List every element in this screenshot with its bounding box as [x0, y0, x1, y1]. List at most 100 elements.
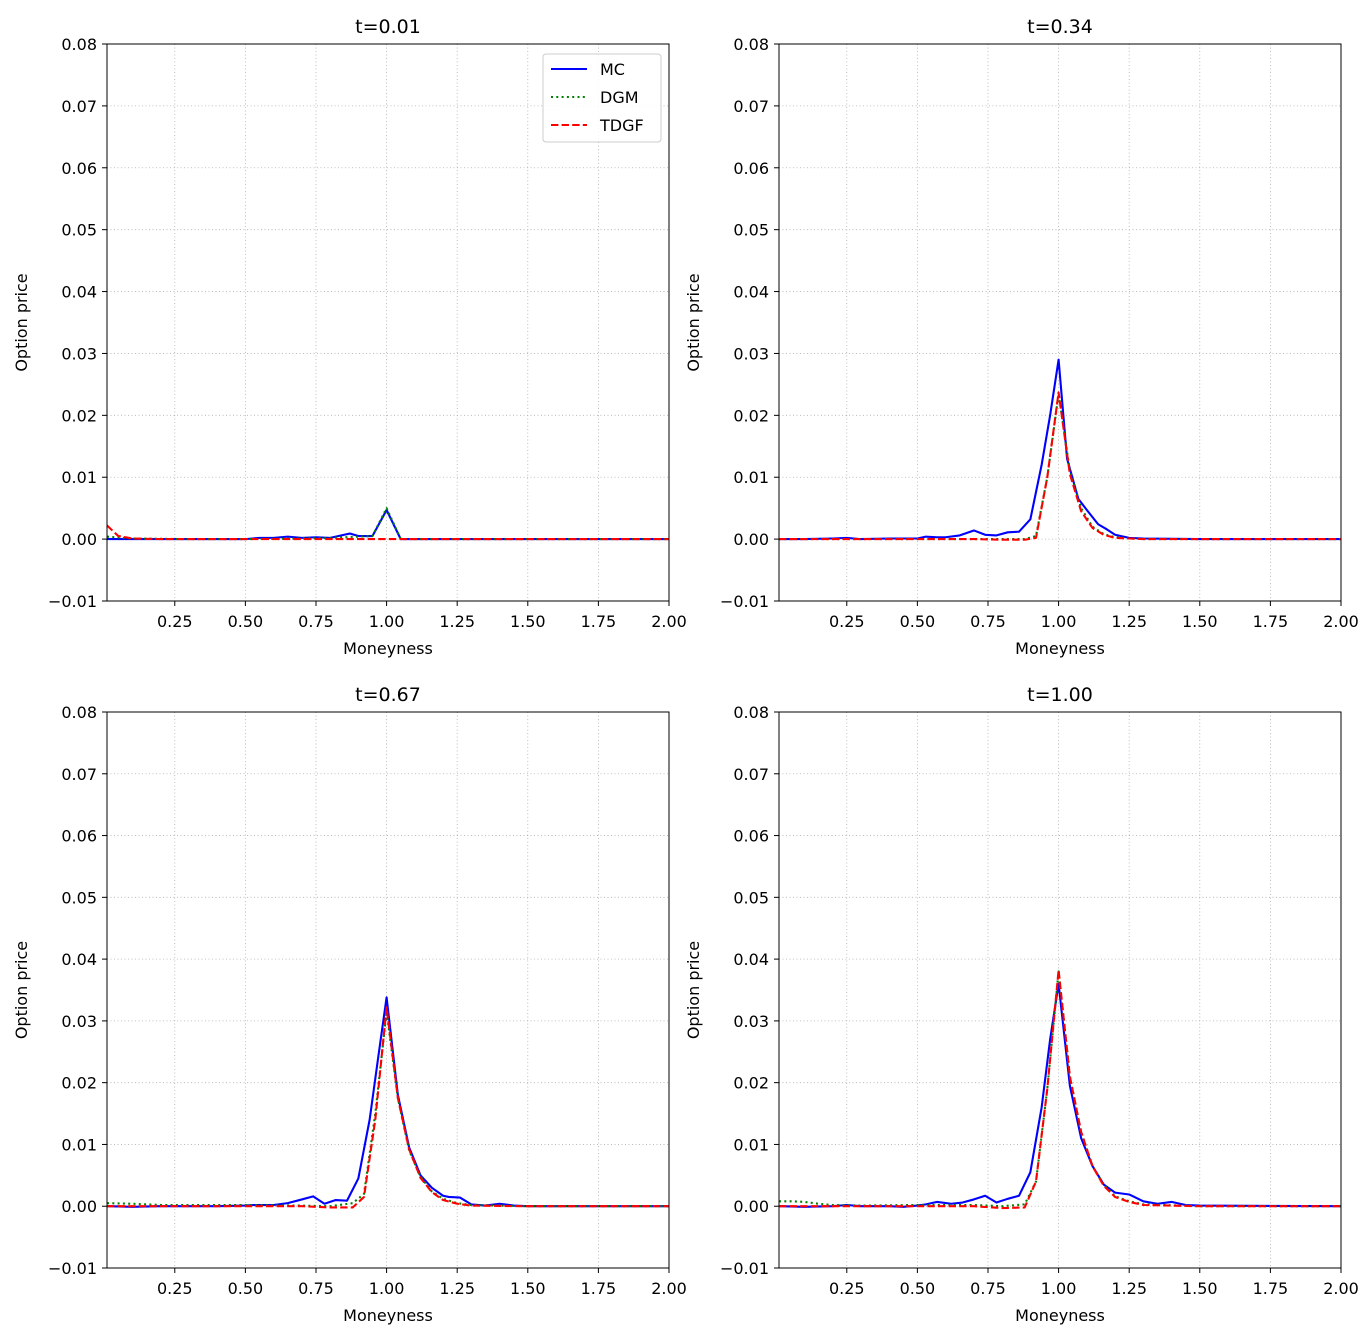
x-axis-label: Moneyness: [1015, 1306, 1105, 1325]
x-tick-label: 1.75: [1253, 1279, 1289, 1298]
y-tick-label: 0.01: [61, 1135, 97, 1154]
chart-panel-4: 0.25 0.50 0.75 1.00 1.25 1.50 1.75 2.00 −0.01 0.0…: [684, 684, 1359, 1325]
series-line-tdgf: [779, 969, 1341, 1210]
y-tick-label: 0.01: [733, 1135, 769, 1154]
x-tick-label: 1.00: [1041, 1279, 1077, 1298]
y-tick-label: 0.03: [733, 344, 769, 363]
x-tick-label: 2.00: [651, 1279, 687, 1298]
x-tick-label: 0.50: [228, 1279, 264, 1298]
y-tick-label: 0.08: [61, 703, 97, 722]
legend-label-dgm: DGM: [600, 88, 639, 107]
x-axis-label: Moneyness: [343, 1306, 433, 1325]
series-line-mc: [779, 358, 1341, 541]
y-tick-label: 0.00: [733, 1197, 769, 1216]
y-axis-label: Option price: [684, 941, 703, 1039]
x-tick-label: 2.00: [1323, 612, 1359, 631]
x-tick-label: 1.75: [581, 1279, 617, 1298]
y-tick-label: 0.01: [733, 468, 769, 487]
y-tick-label: 0.06: [61, 827, 97, 846]
series-line-tdgf: [779, 391, 1341, 541]
x-tick-label: 0.75: [970, 612, 1006, 631]
y-tick-label: 0.02: [61, 406, 97, 425]
x-tick-label: 1.50: [510, 612, 546, 631]
x-tick-label: 0.75: [298, 612, 334, 631]
y-tick-label: 0.08: [61, 35, 97, 54]
y-tick-label: 0.04: [61, 950, 97, 969]
plot-frame: [778, 43, 1342, 602]
x-tick-label: 1.50: [510, 1279, 546, 1298]
x-axis-label: Moneyness: [1015, 639, 1105, 658]
x-tick-label: 0.25: [829, 1279, 865, 1298]
x-tick-label: 1.75: [581, 612, 617, 631]
y-tick-label: 0.08: [733, 703, 769, 722]
x-tick-label: 0.50: [900, 612, 936, 631]
y-tick-label: 0.06: [61, 159, 97, 178]
x-tick-label: 0.75: [298, 1279, 334, 1298]
chart-title: t=1.00: [1027, 684, 1093, 706]
y-tick-label: −0.01: [720, 592, 769, 611]
series-line-tdgf: [107, 1006, 669, 1209]
y-tick-label: 0.08: [733, 35, 769, 54]
y-tick-label: 0.03: [61, 344, 97, 363]
x-tick-label: 1.75: [1253, 612, 1289, 631]
x-tick-label: 1.50: [1182, 612, 1218, 631]
y-tick-label: 0.03: [733, 1012, 769, 1031]
y-tick-label: 0.01: [61, 468, 97, 487]
y-tick-label: −0.01: [720, 1259, 769, 1278]
y-tick-label: 0.04: [733, 950, 769, 969]
legend-label-tdgf: TDGF: [599, 116, 644, 135]
y-tick-label: 0.05: [61, 888, 97, 907]
y-tick-label: 0.06: [733, 159, 769, 178]
y-tick-label: 0.02: [733, 1074, 769, 1093]
x-tick-label: 1.00: [369, 612, 405, 631]
legend-box: [542, 53, 662, 143]
plot-frame: [106, 43, 670, 602]
x-tick-label: 1.25: [1111, 612, 1147, 631]
y-axis-label: Option price: [12, 273, 31, 371]
y-tick-label: 0.02: [733, 406, 769, 425]
chart-title: t=0.34: [1027, 16, 1093, 38]
x-tick-label: 0.50: [900, 1279, 936, 1298]
y-tick-label: 0.07: [733, 765, 769, 784]
y-tick-label: −0.01: [48, 592, 97, 611]
y-axis-label: Option price: [684, 273, 703, 371]
y-tick-label: 0.07: [61, 765, 97, 784]
legend-label-mc: MC: [600, 60, 625, 79]
chart-panel-2: 0.25 0.50 0.75 1.00 1.25 1.50 1.75 2.00 −0.01 0.0…: [684, 16, 1359, 658]
x-axis-label: Moneyness: [343, 639, 433, 658]
x-tick-label: 0.75: [970, 1279, 1006, 1298]
y-tick-label: 0.03: [61, 1012, 97, 1031]
chart-title: t=0.67: [355, 684, 421, 706]
x-tick-label: 0.50: [228, 612, 264, 631]
x-tick-label: 1.50: [1182, 1279, 1218, 1298]
x-tick-label: 0.25: [157, 612, 193, 631]
series-line-mc: [779, 982, 1341, 1208]
y-tick-label: 0.07: [61, 97, 97, 116]
series-line-tdgf: [107, 524, 669, 541]
y-tick-label: 0.00: [61, 530, 97, 549]
y-tick-label: 0.00: [61, 1197, 97, 1216]
y-tick-label: 0.04: [61, 283, 97, 302]
y-tick-label: 0.05: [733, 888, 769, 907]
x-tick-label: 0.25: [829, 612, 865, 631]
x-tick-label: 2.00: [651, 612, 687, 631]
x-tick-label: 1.00: [369, 1279, 405, 1298]
y-tick-label: 0.06: [733, 827, 769, 846]
y-tick-label: 0.07: [733, 97, 769, 116]
chart-panel-1: 0.25 0.50 0.75 1.00 1.25 1.50 1.75 2.00 −0.01 0.0…: [12, 16, 687, 658]
plot-frame: [106, 711, 670, 1269]
x-tick-label: 1.25: [439, 1279, 475, 1298]
y-tick-label: −0.01: [48, 1259, 97, 1278]
y-tick-label: 0.04: [733, 283, 769, 302]
y-tick-label: 0.05: [733, 221, 769, 240]
series-line-dgm: [779, 970, 1341, 1208]
x-tick-label: 1.25: [1111, 1279, 1147, 1298]
y-tick-label: 0.05: [61, 221, 97, 240]
x-tick-label: 0.25: [157, 1279, 193, 1298]
y-tick-label: 0.02: [61, 1074, 97, 1093]
chart-title: t=0.01: [355, 16, 421, 38]
series-line-dgm: [107, 1010, 669, 1208]
series-line-mc: [107, 508, 669, 541]
chart-panel-3: 0.25 0.50 0.75 1.00 1.25 1.50 1.75 2.00 −0.01 0.0…: [12, 684, 687, 1325]
